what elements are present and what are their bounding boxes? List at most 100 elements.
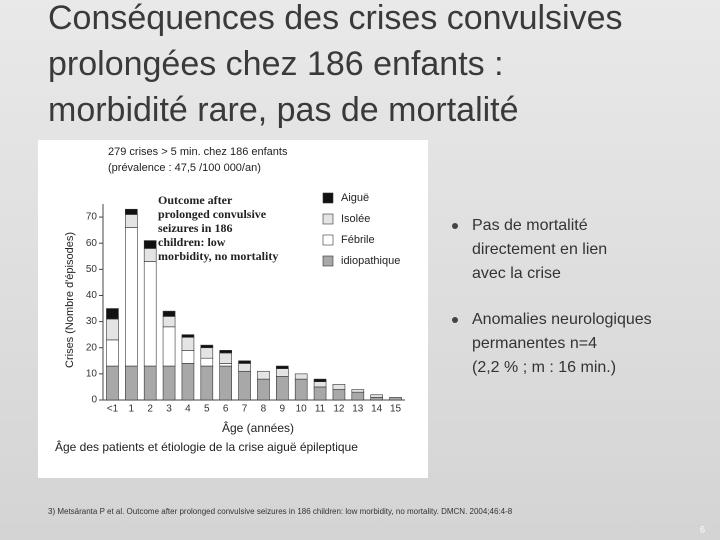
bar-segment — [143, 261, 157, 367]
chart-title: seizures in 186 — [158, 221, 232, 235]
footnote: 3) Metsäranta P et al. Outcome after pro… — [48, 507, 513, 516]
bar-segment — [181, 336, 195, 351]
x-tick-label: 3 — [166, 404, 172, 415]
bar-segment — [276, 368, 289, 377]
bar-segment — [294, 373, 308, 380]
bullet-text: Pas de mortalité — [472, 217, 588, 234]
bar-segment — [125, 214, 138, 228]
bar-segment — [238, 363, 251, 372]
x-tick-label: 15 — [390, 404, 402, 415]
bar-segment — [181, 350, 195, 364]
legend-swatch — [322, 213, 334, 225]
bar-segment — [106, 308, 119, 320]
bar-segment — [143, 248, 157, 262]
x-tick-label: 11 — [315, 404, 326, 415]
x-tick-label: 9 — [280, 404, 286, 415]
bar-segment — [313, 381, 327, 388]
bar-segment — [162, 326, 176, 367]
y-tick-label: 0 — [91, 395, 97, 406]
legend-label: Fébrile — [341, 234, 375, 246]
bar-segment — [332, 389, 346, 401]
bar-segment — [238, 360, 251, 364]
bar-segment — [162, 310, 176, 317]
slide-title: morbidité rare, pas de mortalité — [48, 91, 519, 129]
bar-segment — [332, 384, 346, 390]
x-tick-label: 5 — [204, 404, 210, 415]
bar-segment — [219, 350, 232, 354]
y-tick-label: 60 — [86, 238, 98, 249]
chart-caption: Âge des patients et étiologie de la cris… — [55, 439, 358, 454]
bullet-text: avec la crise — [472, 265, 561, 282]
bar-segment — [125, 208, 138, 215]
bar-segment — [125, 227, 138, 367]
bar-segment — [162, 365, 176, 401]
x-tick-label: 14 — [371, 404, 383, 415]
x-tick-label: 8 — [261, 404, 267, 415]
bar-segment — [125, 365, 138, 401]
bar-segment — [219, 363, 232, 367]
bar-segment — [181, 363, 195, 401]
chart-title: morbidity, no mortality — [158, 249, 278, 263]
bullet-text: Anomalies neurologiques — [472, 311, 652, 328]
bar-segment — [181, 334, 195, 338]
bar-segment — [313, 378, 327, 383]
bar-segment — [389, 397, 402, 401]
y-axis-label: Crises (Nombre d'épisodes) — [64, 232, 76, 368]
slide-title: Conséquences des crises convulsives — [48, 0, 623, 37]
legend-label: Isolée — [341, 213, 370, 225]
x-tick-label: 4 — [185, 404, 191, 415]
y-tick-label: 10 — [86, 369, 98, 380]
bullet-dot — [452, 223, 458, 229]
bar-segment — [294, 378, 308, 401]
page-number: 6 — [700, 524, 705, 534]
bar-segment — [313, 386, 327, 401]
y-tick-label: 40 — [86, 290, 98, 301]
bar-segment — [351, 389, 365, 393]
bar-segment — [238, 370, 251, 401]
bar-segment — [200, 344, 214, 349]
bar-segment — [370, 394, 383, 398]
bar-segment — [219, 365, 232, 401]
x-tick-label: <1 — [107, 404, 119, 415]
bar-segment — [200, 347, 214, 359]
bar-segment — [276, 376, 289, 401]
bar-segment — [106, 318, 119, 341]
x-tick-label: 10 — [296, 404, 308, 415]
x-tick-label: 2 — [147, 404, 153, 415]
chart-subtitle: (prévalence : 47,5 /100 000/an) — [108, 162, 261, 174]
bar-segment — [106, 365, 119, 401]
legend-label: Aiguë — [341, 192, 369, 204]
legend-swatch — [322, 255, 334, 267]
x-tick-label: 1 — [129, 404, 135, 415]
x-tick-label: 12 — [333, 404, 345, 415]
y-tick-label: 70 — [86, 212, 98, 223]
bar-segment — [143, 365, 157, 401]
bar-segment — [200, 357, 214, 367]
x-tick-label: 6 — [223, 404, 229, 415]
bar-segment — [257, 370, 270, 380]
x-tick-label: 13 — [352, 404, 364, 415]
bar-segment — [143, 240, 157, 249]
chart-title: prolonged convulsive — [158, 207, 267, 221]
bar-segment — [370, 397, 383, 401]
bar-segment — [276, 365, 289, 369]
chart-subtitle: 279 crises > 5 min. chez 186 enfants — [108, 146, 288, 158]
legend-swatch — [322, 192, 334, 204]
bar-segment — [106, 339, 119, 367]
bar-segment — [162, 316, 176, 328]
bullet-dot — [452, 317, 458, 323]
legend-swatch — [322, 234, 334, 246]
bar-segment — [351, 391, 365, 401]
x-tick-label: 7 — [242, 404, 248, 415]
y-tick-label: 30 — [86, 316, 98, 327]
bullet-text: (2,2 % ; m : 16 min.) — [472, 359, 616, 376]
chart-title: Outcome after — [158, 193, 233, 207]
slide-title: prolongées chez 186 enfants : — [48, 45, 504, 83]
chart-title: children: low — [158, 235, 226, 249]
x-axis-label: Âge (années) — [222, 420, 294, 435]
bullet-text: directement en lien — [472, 241, 607, 258]
bullet-text: permanentes n=4 — [472, 335, 597, 352]
bar-segment — [219, 352, 232, 364]
legend-label: idiopathique — [341, 255, 400, 267]
